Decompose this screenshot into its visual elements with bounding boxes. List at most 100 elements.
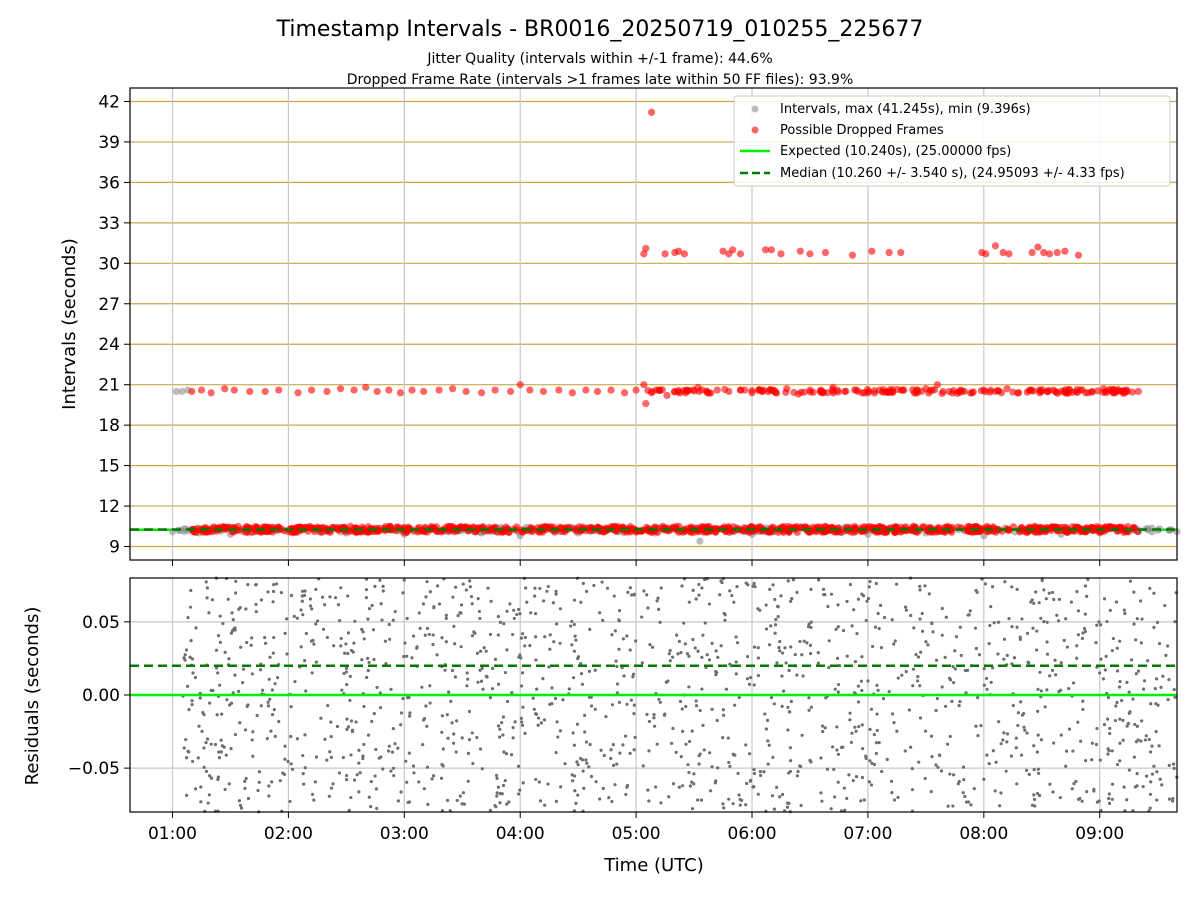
residual-point	[1036, 733, 1040, 737]
residual-point	[581, 769, 585, 773]
residual-point	[756, 646, 760, 650]
residual-point	[517, 607, 521, 612]
residual-point	[349, 753, 353, 757]
residual-point	[1152, 625, 1156, 630]
residual-point	[1171, 797, 1175, 801]
residual-point	[314, 660, 318, 664]
residual-point	[215, 713, 219, 717]
residual-point	[722, 611, 726, 616]
residual-point	[734, 635, 738, 639]
residual-point	[968, 609, 972, 613]
residual-point	[772, 702, 776, 706]
residual-point	[867, 780, 871, 784]
residual-point	[1027, 772, 1031, 776]
residual-point	[1057, 690, 1061, 694]
residual-point	[238, 721, 242, 725]
dropped-point	[197, 386, 206, 394]
residual-point	[547, 665, 551, 669]
residual-point	[834, 627, 838, 631]
residual-point	[1157, 744, 1161, 748]
residual-point	[286, 759, 290, 764]
residual-point	[186, 749, 190, 753]
residual-point	[1125, 680, 1129, 684]
residual-point	[523, 635, 527, 640]
residual-point	[480, 767, 484, 771]
residual-point	[1134, 672, 1138, 676]
residual-point	[1030, 803, 1035, 807]
dropped-point	[995, 387, 1003, 395]
intervals-y-tick-label: 36	[98, 173, 120, 193]
dropped-point	[1040, 248, 1048, 257]
residual-point	[802, 639, 806, 643]
residual-point	[301, 613, 305, 617]
residual-point	[1134, 740, 1138, 744]
residual-point	[424, 704, 428, 708]
residual-point	[713, 781, 717, 785]
residual-point	[951, 665, 955, 669]
residual-point	[1107, 792, 1111, 796]
residual-point	[516, 764, 521, 768]
residual-point	[714, 649, 718, 653]
residual-point	[465, 684, 469, 688]
residual-point	[1152, 591, 1156, 595]
residual-point	[1132, 755, 1136, 759]
residual-point	[870, 644, 875, 649]
residual-point	[518, 612, 522, 616]
residual-point	[696, 649, 700, 653]
dropped-point	[632, 386, 640, 394]
residual-point	[188, 655, 192, 659]
residual-point	[781, 689, 786, 693]
dropped-point	[690, 387, 698, 395]
residual-point	[690, 780, 694, 784]
dropped-point	[1014, 389, 1022, 397]
residual-point	[934, 708, 938, 713]
residual-point	[1121, 718, 1125, 722]
residual-point	[848, 711, 852, 715]
residual-point	[658, 700, 662, 704]
dropped-point	[713, 386, 721, 394]
residual-point	[628, 751, 632, 756]
residual-point	[1071, 749, 1075, 753]
residual-point	[486, 586, 490, 590]
residual-point	[961, 791, 965, 795]
residual-point	[671, 655, 675, 659]
residual-point	[1128, 579, 1133, 583]
residual-point	[581, 581, 585, 585]
residual-point	[892, 798, 897, 802]
residual-point	[455, 798, 459, 803]
residual-point	[508, 602, 512, 606]
residual-point	[752, 771, 757, 776]
residual-point	[293, 679, 297, 684]
residual-point	[809, 620, 813, 624]
residual-point	[537, 780, 541, 784]
residual-point	[654, 785, 658, 789]
residual-point	[528, 643, 532, 648]
residual-point	[953, 667, 957, 671]
residual-point	[715, 718, 719, 723]
residual-point	[983, 582, 988, 586]
residual-point	[202, 712, 206, 717]
residual-point	[864, 618, 868, 623]
residual-point	[767, 643, 772, 647]
residual-point	[1074, 779, 1078, 784]
residual-point	[570, 643, 574, 647]
residual-point	[622, 674, 626, 678]
residual-point	[207, 611, 211, 615]
residual-point	[1062, 638, 1066, 643]
residual-point	[1170, 799, 1175, 803]
residual-point	[1161, 674, 1165, 678]
residual-point	[421, 743, 425, 747]
residual-point	[218, 683, 222, 687]
residual-point	[574, 638, 578, 642]
residual-point	[361, 756, 365, 761]
residual-point	[865, 599, 869, 603]
residual-point	[869, 707, 874, 711]
residual-point	[1083, 612, 1087, 616]
residual-point	[461, 791, 466, 795]
residual-point	[1064, 764, 1068, 768]
residual-point	[344, 642, 348, 646]
residual-point	[752, 784, 756, 789]
residual-point	[626, 590, 630, 594]
residual-point	[744, 581, 748, 585]
residual-point	[501, 783, 506, 788]
